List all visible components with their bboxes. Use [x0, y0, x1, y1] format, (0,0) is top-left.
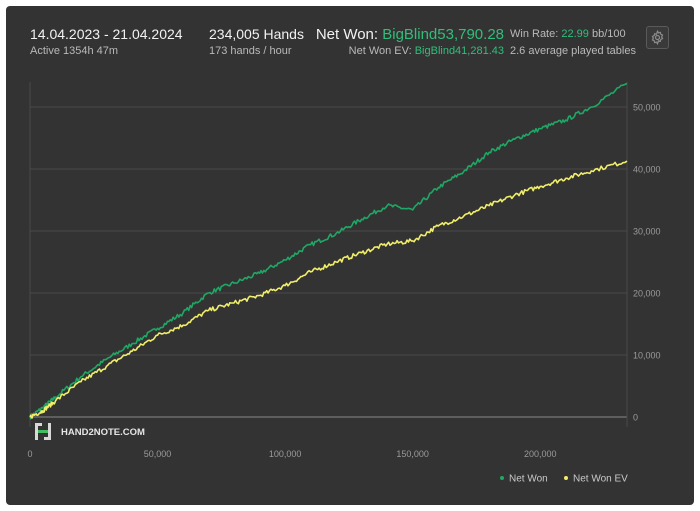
active-time: Active 1354h 47m [30, 45, 119, 57]
x-tick-label: 150,000 [396, 449, 429, 459]
watermark-text: HAND2NOTE.COM [61, 427, 145, 438]
chart-series [29, 82, 628, 420]
gear-icon [651, 30, 664, 45]
legend-swatch [564, 476, 568, 480]
x-tick-label: 200,000 [524, 449, 557, 459]
series-line-net-won-ev [29, 160, 628, 419]
chart-grid [29, 82, 628, 427]
win-rate: Win Rate: 22.99 bb/100 [510, 28, 626, 40]
hands-per-hour: 173 hands / hour [209, 45, 292, 57]
x-tick-label: 100,000 [269, 449, 302, 459]
y-axis-ticks: 0 10,000 20,000 30,000 40,000 50,000 [633, 103, 661, 423]
net-won-label: Net Won: [315, 26, 379, 43]
legend-label: Net Won EV [573, 474, 628, 485]
net-won: Net Won: BigBlind53,790.28 [316, 26, 504, 43]
win-rate-value: 22.99 [561, 28, 589, 40]
y-tick-label: 0 [633, 413, 638, 423]
y-tick-label: 20,000 [633, 289, 661, 299]
y-tick-label: 40,000 [633, 165, 661, 175]
graph-panel: 14.04.2023 - 21.04.2024 Active 1354h 47m… [6, 6, 694, 505]
x-tick-label: 0 [27, 449, 32, 459]
hands-count: 234,005 Hands [209, 26, 304, 42]
legend-item-net-won-ev[interactable]: Net Won EV [564, 474, 628, 485]
net-won-value: BigBlind53,790.28 [382, 26, 504, 43]
avg-tables: 2.6 average played tables [510, 45, 636, 57]
legend-item-net-won[interactable]: Net Won [500, 474, 548, 485]
net-won-ev-value: BigBlind41,281.43 [414, 45, 504, 57]
x-tick-label: 50,000 [144, 449, 172, 459]
net-won-ev: Net Won EV: BigBlind41,281.43 [349, 45, 504, 57]
win-rate-label: Win Rate: [510, 28, 559, 40]
legend-swatch [500, 476, 504, 480]
watermark: HAND2NOTE.COM [35, 423, 145, 440]
y-tick-label: 10,000 [633, 351, 661, 361]
date-range: 14.04.2023 - 21.04.2024 [30, 26, 183, 42]
win-rate-unit: bb/100 [591, 28, 626, 40]
series-line-net-won [29, 82, 628, 420]
net-won-ev-label: Net Won EV: [348, 45, 412, 57]
h2n-logo-icon [35, 423, 51, 440]
bankroll-chart: HAND2NOTE.COM 0 50,000 100,000 150,000 200,0… [27, 82, 661, 485]
legend-label: Net Won [509, 474, 548, 485]
x-axis-ticks: 0 50,000 100,000 150,000 200,000 [27, 449, 556, 459]
settings-button[interactable] [646, 26, 669, 49]
chart-legend: Net Won Net Won EV [500, 474, 628, 485]
y-tick-label: 50,000 [633, 103, 661, 113]
y-tick-label: 30,000 [633, 227, 661, 237]
